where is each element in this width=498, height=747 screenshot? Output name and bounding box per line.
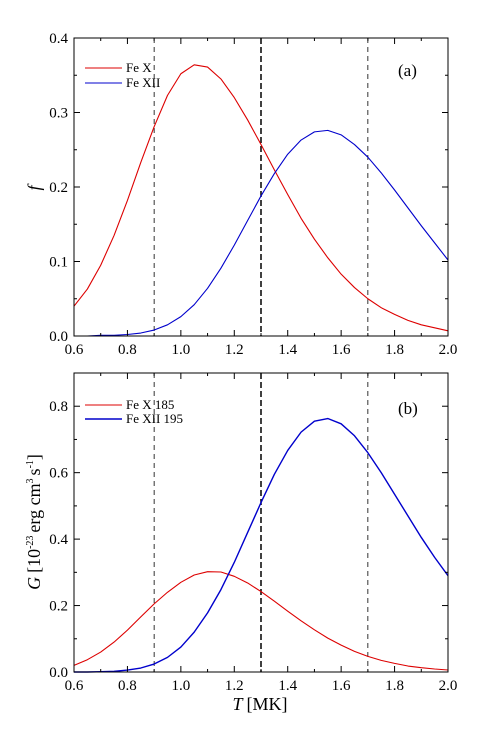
panel-a-y-tick-label: 0.4 — [49, 31, 68, 47]
legend-label-fe-xii-195: Fe XII 195 — [126, 411, 183, 426]
panel-b-y-tick-label: 0.0 — [49, 665, 68, 681]
panel-b-x-tick-label: 0.8 — [118, 678, 137, 694]
panel-a-ticks: 0.6 0.8 1.0 1.2 1.4 1.6 1.8 2.0 0.0 0.1 0.2 0.3 0.4 — [49, 31, 457, 358]
panel-b-y-axis-label: G [10-23 erg cm3 s-1] — [24, 454, 44, 590]
y-axis-exp-b: 3 — [25, 478, 36, 483]
panel-a-series-line-0 — [73, 64, 449, 332]
y-axis-close: ] — [24, 454, 44, 460]
panel-a-x-tick-label: 1.2 — [225, 342, 244, 358]
panel-a-plot-layer — [73, 38, 449, 337]
panel-b-x-tick-label: 2.0 — [439, 678, 458, 694]
panel-a-y-tick-label: 0.0 — [49, 329, 68, 345]
panel-a-x-tick-label: 1.8 — [385, 342, 404, 358]
panel-b-legend: Fe X 185 Fe XII 195 — [85, 397, 183, 426]
panel-b-tag: (b) — [398, 399, 418, 418]
panel-b-y-tick-label: 0.8 — [49, 399, 68, 415]
y-axis-unit-c: s — [24, 468, 44, 475]
panel-a-series-line-1 — [74, 129, 449, 337]
panel-b-y-tick-label: 0.6 — [49, 466, 68, 482]
y-axis-unit-a: [10 — [24, 549, 44, 573]
panel-a-y-tick-label: 0.2 — [49, 180, 68, 196]
x-axis-symbol: T — [232, 694, 244, 714]
panel-a-x-tick-label: 1.4 — [278, 342, 297, 358]
panel-b-series-line-1 — [74, 417, 449, 673]
panel-b-x-tick-label: 1.0 — [171, 678, 190, 694]
x-axis-unit: [MK] — [247, 694, 288, 714]
panel-b-x-tick-label: 1.6 — [332, 678, 351, 694]
panel-a-y-tick-label: 0.1 — [49, 255, 68, 271]
panel-a-x-tick-label: 0.6 — [65, 342, 84, 358]
panel-b-y-tick-label: 0.4 — [49, 532, 68, 548]
y-axis-exp-a: -23 — [25, 536, 36, 549]
panel-b-y-tick-label: 0.2 — [49, 599, 68, 615]
legend-label-fe-xii: Fe XII — [126, 75, 160, 90]
panel-b-x-tick-label: 1.4 — [278, 678, 297, 694]
panel-a-legend: Fe X Fe XII — [85, 60, 160, 90]
panel-a-tag: (a) — [398, 61, 417, 80]
legend-label-fe-x: Fe X — [126, 60, 152, 75]
y-axis-unit-b: erg cm — [24, 483, 44, 532]
panel-a-x-tick-label: 1.6 — [332, 342, 351, 358]
panel-a-x-tick-label: 2.0 — [439, 342, 458, 358]
legend-label-fe-x-185: Fe X 185 — [126, 397, 174, 412]
panel-b-plot-layer — [73, 373, 449, 673]
panel-a-y-axis-label: f — [24, 183, 44, 191]
panel-b-x-tick-label: 1.8 — [385, 678, 404, 694]
panel-b-x-tick-label: 0.6 — [65, 678, 84, 694]
panel-b-ticks: 0.6 0.8 1.0 1.2 1.4 1.6 1.8 2.0 0.0 0.2 0.4 0.6 0.8 — [49, 373, 457, 694]
panel-b-x-axis-label: T [MK] — [232, 694, 287, 714]
panel-b-series-line-0 — [73, 571, 449, 671]
panel-a: 0.6 0.8 1.0 1.2 1.4 1.6 1.8 2.00.00.10.20.30.4 … — [24, 31, 457, 358]
y-axis-exp-c: -1 — [25, 460, 36, 468]
panel-a-x-tick-label: 1.0 — [171, 342, 190, 358]
panel-a-y-tick-label: 0.3 — [49, 106, 68, 122]
panel-a-x-tick-label: 0.8 — [118, 342, 137, 358]
panel-b: 0.6 0.8 1.0 1.2 1.4 1.6 1.8 2.00.00.20.40.60.8 … — [24, 372, 457, 714]
y-axis-symbol: G — [24, 577, 44, 590]
panel-b-x-tick-label: 1.2 — [225, 678, 244, 694]
